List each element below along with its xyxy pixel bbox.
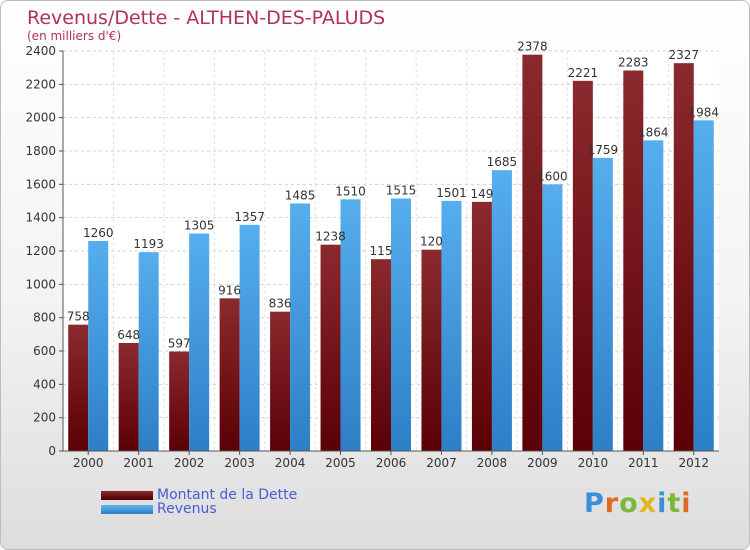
bar-dette-2006 [371,259,391,451]
data-label-dette-2003: 916 [218,283,241,297]
bar-dette-2003 [219,298,240,451]
bar-dette-2001 [118,343,139,451]
x-tick-label: 2011 [628,456,659,470]
data-label-revenus-2011: 1864 [638,125,669,139]
x-tick-label: 2006 [376,456,407,470]
logo-letter: r [604,488,620,519]
legend-label-revenus: Revenus [157,501,217,517]
data-label-dette-2004: 836 [269,297,292,311]
data-label-revenus-2004: 1485 [285,189,316,203]
x-tick-label: 2012 [678,456,709,470]
data-label-dette-2010: 2221 [568,66,599,80]
x-tick-label: 2002 [174,456,205,470]
y-tick-label: 1600 [25,177,56,191]
y-tick-label: 400 [33,377,56,391]
bar-revenus-2005 [340,199,361,451]
logo-letter: o [619,488,639,519]
y-tick-label: 1200 [25,244,56,258]
data-label-revenus-2008: 1685 [487,155,518,169]
bar-revenus-2009 [542,184,563,452]
bar-revenus-2010 [592,157,613,452]
bar-revenus-2001 [138,252,159,451]
bar-revenus-2008 [491,170,512,451]
bar-revenus-2004 [290,203,311,451]
data-label-dette-2012: 2327 [668,48,699,62]
data-label-revenus-2000: 1260 [83,226,114,240]
y-tick-label: 1000 [25,277,56,291]
logo-letter: i [657,488,668,519]
data-label-dette-2008: 149 [470,187,493,201]
y-tick-label: 200 [33,411,56,425]
x-tick-label: 2007 [426,456,457,470]
legend-label-debt: Montant de la Dette [157,487,298,503]
data-label-dette-2007: 120 [420,235,443,249]
y-tick-label: 2400 [25,44,56,58]
bar-revenus-2007 [441,200,462,451]
x-tick-label: 2004 [275,456,306,470]
logo-letter: P [584,488,605,519]
x-tick-label: 2005 [325,456,356,470]
data-label-revenus-2009: 1600 [537,169,568,183]
data-label-revenus-2010: 1759 [588,143,619,157]
data-label-revenus-2003: 1357 [234,210,265,224]
data-label-revenus-2002: 1305 [184,219,215,233]
x-tick-label: 2000 [73,456,104,470]
bar-revenus-2000 [88,241,109,451]
bars [68,54,714,452]
bar-dette-2012 [673,63,694,452]
legend-swatch-debt [101,490,153,500]
logo-letter: t [667,488,682,519]
bar-dette-2008 [471,201,492,451]
y-tick-label: 1400 [25,211,56,225]
bar-revenus-2002 [189,233,210,451]
bar-dette-2009 [522,54,543,452]
data-label-dette-2000: 758 [67,310,90,324]
bar-dette-2002 [169,351,190,451]
bar-dette-2010 [572,80,593,451]
data-label-dette-2006: 115 [370,244,393,258]
bar-dette-2005 [320,244,341,451]
data-label-revenus-2007: 1501 [436,186,467,200]
chart-subtitle: (en milliers d'€) [27,29,122,43]
legend-swatch-revenus [101,504,153,514]
axes: 0 200 400 600 800 1000 1200 1400 1600 1800 2000 220… [25,44,719,470]
data-label-dette-2011: 2283 [618,56,649,70]
y-tick-label: 1800 [25,144,56,158]
bar-revenus-2006 [391,198,411,451]
y-tick-label: 600 [33,344,56,358]
y-tick-label: 800 [33,311,56,325]
x-tick-label: 2008 [477,456,508,470]
x-tick-label: 2001 [123,456,154,470]
data-label-dette-2009: 2378 [517,40,548,54]
y-tick-label: 0 [48,444,56,458]
y-tick-label: 2200 [25,77,56,91]
legend-item-debt: Montant de la Dette [101,487,297,503]
data-label-dette-2005: 1238 [315,230,346,244]
logo-letter: i [681,488,692,519]
data-label-dette-2001: 648 [117,328,140,342]
x-tick-label: 2009 [527,456,558,470]
bar-dette-2007 [421,249,442,451]
data-label-revenus-2001: 1193 [133,237,164,251]
data-label-revenus-2005: 1510 [335,184,366,198]
y-tick-label: 2000 [25,111,56,125]
bar-revenus-2011 [643,140,664,452]
chart-title: Revenus/Dette - ALTHEN-DES-PALUDS [27,7,386,29]
x-tick-label: 2010 [578,456,609,470]
logo-letter: x [638,488,658,519]
data-label-dette-2002: 597 [168,337,191,351]
data-labels: 758 1260 648 1193 597 1305 916 1357 836 1485 1238 1… [67,40,719,351]
proxiti-logo: Proxiti [584,488,692,519]
bar-dette-2004 [270,311,291,451]
x-tick-label: 2003 [224,456,255,470]
legend-item-revenus: Revenus [101,501,217,517]
data-label-revenus-2012: 1984 [688,105,719,119]
bar-revenus-2003 [239,224,260,451]
bar-dette-2011 [623,70,644,451]
bar-revenus-2012 [693,120,714,451]
bar-dette-2000 [68,324,89,451]
data-label-revenus-2006: 1515 [386,184,417,198]
